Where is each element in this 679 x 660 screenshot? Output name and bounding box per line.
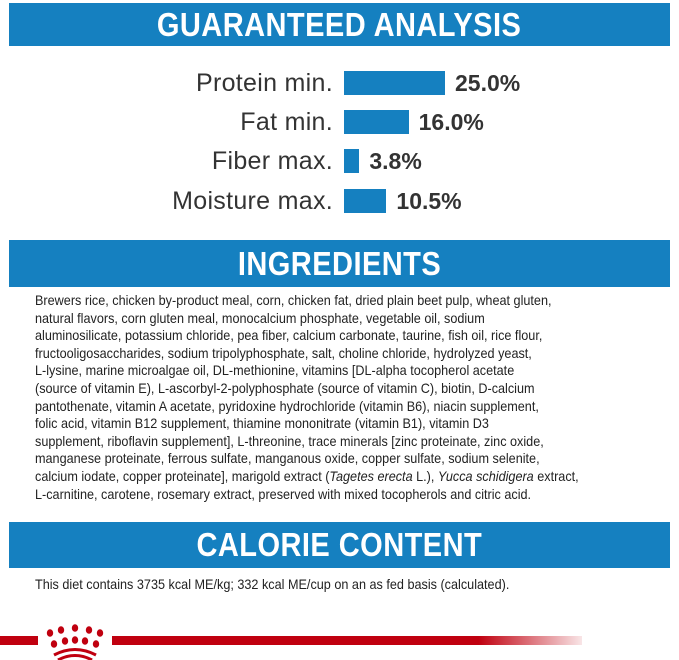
ingredients-title: INGREDIENTS: [237, 245, 442, 282]
analysis-label: Protein min.: [196, 69, 333, 97]
ingredients-line: (source of vitamin E), L-ascorbyl-2-poly…: [35, 380, 535, 396]
analysis-label: Fat min.: [240, 108, 333, 136]
calorie-text: This diet contains 3735 kcal ME/kg; 332 …: [35, 577, 510, 592]
brand-line-right: [112, 636, 582, 645]
analysis-bar: [344, 110, 409, 134]
analysis-value: 25.0%: [455, 70, 521, 96]
ingredients-line: Brewers rice, chicken by-product meal, c…: [35, 293, 552, 308]
ingredients-line: calcium iodate, copper proteinate], mari…: [35, 468, 621, 486]
ingredients-italic: Yucca schidigera: [437, 468, 534, 484]
analysis-value: 3.8%: [369, 148, 422, 174]
ingredients-line: manganese proteinate, ferrous sulfate, m…: [35, 451, 540, 467]
analysis-bar: [344, 149, 360, 173]
analysis-row-protein: Protein min. 25.0%: [0, 68, 679, 98]
analysis-bar: [344, 189, 387, 213]
ingredients-line: aluminosilicate, potassium chloride, pea…: [35, 328, 543, 344]
ingredients-line: fructooligosaccharides, sodium tripolyph…: [35, 345, 532, 361]
analysis-row-moisture: Moisture max. 10.5%: [0, 186, 679, 216]
ingredients-line: folic acid, vitamin B12 supplement, thia…: [35, 416, 489, 432]
analysis-label: Moisture max.: [172, 187, 333, 215]
royal-canin-crown-icon: [46, 624, 104, 660]
analysis-label: Fiber max.: [211, 147, 333, 175]
analysis-row-fat: Fat min. 16.0%: [0, 107, 679, 137]
analysis-row-fiber: Fiber max. 3.8%: [0, 146, 679, 176]
calorie-content-header: CALORIE CONTENT: [9, 522, 670, 568]
ingredients-segment: L.),: [412, 468, 438, 484]
ingredients-line: natural flavors, corn gluten meal, monoc…: [35, 310, 485, 326]
ingredients-text: Brewers rice, chicken by-product meal, c…: [35, 292, 665, 503]
ingredients-line: L-lysine, marine microalgae oil, DL-meth…: [35, 363, 515, 379]
analysis-value: 16.0%: [418, 109, 484, 135]
calorie-content-title: CALORIE CONTENT: [196, 526, 483, 563]
guaranteed-analysis-title: GUARANTEED ANALYSIS: [157, 6, 522, 43]
analysis-value: 10.5%: [396, 188, 462, 214]
ingredients-italic: Tagetes erecta: [329, 468, 413, 484]
ingredients-segment: extract,: [533, 468, 579, 484]
ingredients-header: INGREDIENTS: [9, 240, 670, 287]
ingredients-segment: calcium iodate, copper proteinate], mari…: [35, 468, 330, 484]
ingredients-line: supplement, riboflavin supplement], L-th…: [35, 433, 544, 449]
analysis-bar: [344, 71, 445, 95]
ingredients-line: pantothenate, vitamin A acetate, pyridox…: [35, 398, 539, 414]
brand-line-left: [0, 636, 38, 645]
guaranteed-analysis-header: GUARANTEED ANALYSIS: [9, 3, 670, 46]
ingredients-line: L-carnitine, carotene, rosemary extract,…: [35, 486, 532, 502]
